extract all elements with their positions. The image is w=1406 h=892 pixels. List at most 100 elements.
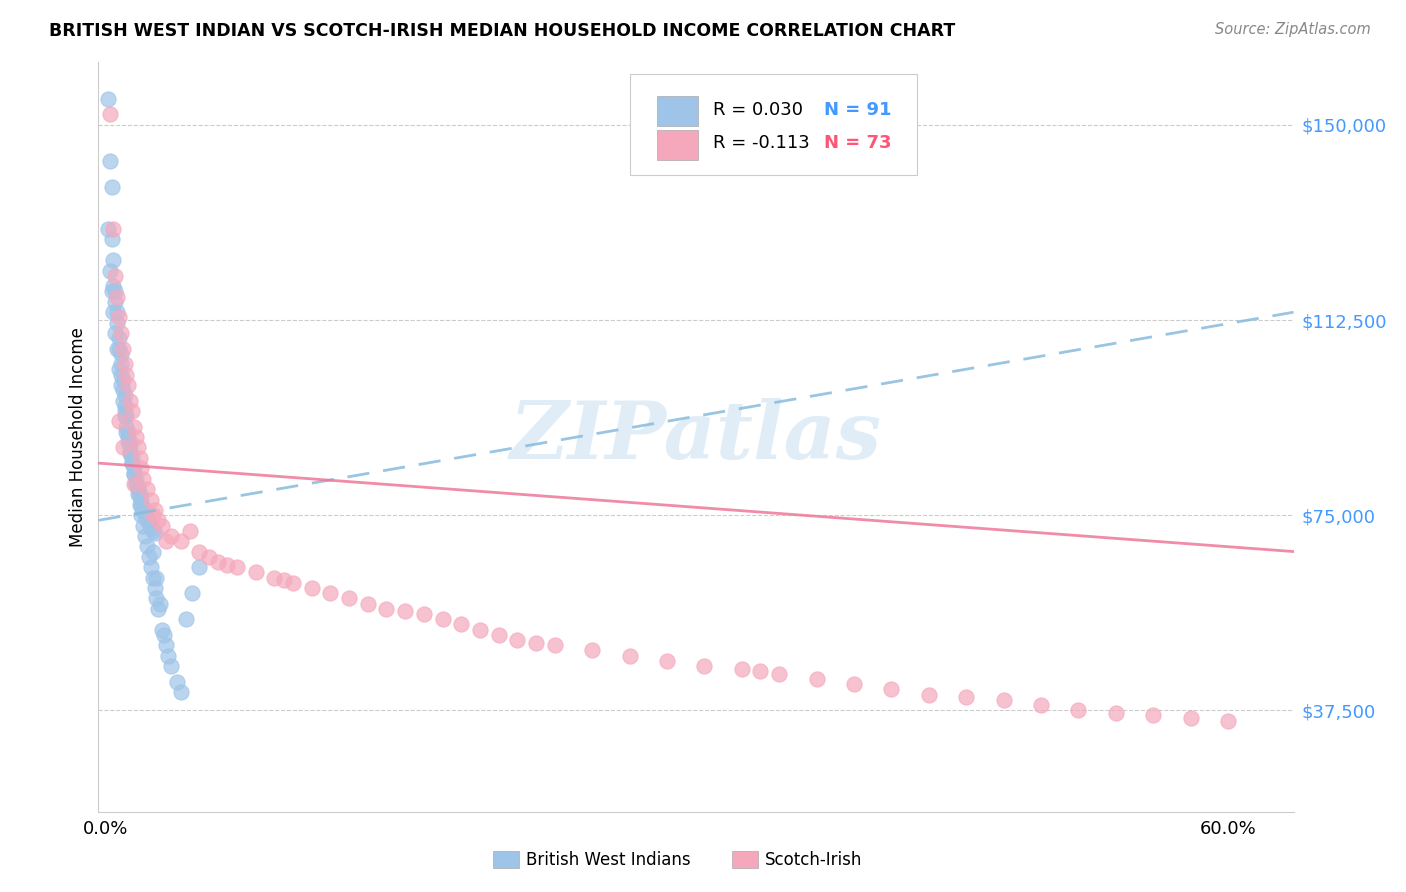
Point [114,357,136,371]
Point [225,560,247,574]
Point [468,623,491,637]
Point [122,476,145,491]
Point [394,604,416,618]
Point [136,510,159,524]
Point [110,357,132,371]
Point [155,638,177,652]
Point [103,305,125,319]
Point [108,331,131,345]
Point [357,597,380,611]
Point [301,581,323,595]
Point [97,92,120,106]
Point [136,513,159,527]
Point [105,305,128,319]
Point [842,677,865,691]
Point [132,503,155,517]
Point [103,253,125,268]
Point [110,347,132,361]
Point [131,461,153,475]
Point [100,180,122,194]
Point [139,521,162,535]
Point [150,518,173,533]
Point [114,399,136,413]
Point [139,492,162,507]
Point [207,555,229,569]
Point [121,404,143,418]
Point [114,404,136,418]
Point [114,388,136,402]
Bar [494,852,519,868]
Point [100,285,122,299]
Point [432,612,454,626]
Point [108,362,131,376]
Point [122,461,145,475]
Point [281,575,304,590]
Point [1142,708,1164,723]
Point [117,425,139,439]
Point [139,518,162,533]
Point [111,373,134,387]
Text: BRITISH WEST INDIAN VS SCOTCH-IRISH MEDIAN HOUSEHOLD INCOME CORRELATION CHART: BRITISH WEST INDIAN VS SCOTCH-IRISH MEDI… [49,22,956,40]
Point [121,450,143,465]
Point [412,607,434,621]
Point [127,479,149,493]
Point [918,688,941,702]
Point [128,498,150,512]
Point [125,472,148,486]
Point [132,500,155,515]
Point [1216,714,1239,728]
Point [142,524,165,538]
Point [127,487,149,501]
Text: ZIPatlas: ZIPatlas [510,399,882,475]
Point [108,414,131,428]
Text: R = -0.113: R = -0.113 [713,135,810,153]
Point [142,544,165,558]
Point [619,648,641,663]
Point [104,326,127,340]
Point [806,672,828,686]
Point [166,674,188,689]
Point [731,662,754,676]
Point [160,529,183,543]
Text: Source: ZipAtlas.com: Source: ZipAtlas.com [1215,22,1371,37]
Point [170,534,193,549]
Point [111,393,134,408]
Point [148,513,170,527]
Point [139,560,162,574]
Point [110,378,132,392]
Point [103,279,125,293]
Point [105,289,128,303]
Point [115,425,138,439]
Point [176,612,198,626]
Bar [733,852,758,868]
Point [98,154,121,169]
Point [955,690,977,705]
Point [1067,703,1090,717]
Point [97,222,120,236]
Point [105,316,128,330]
Point [693,659,716,673]
Text: N = 73: N = 73 [824,135,891,153]
Point [104,294,127,309]
Point [122,467,145,481]
Point [143,581,166,595]
Point [115,409,138,424]
Point [263,571,285,585]
Text: Scotch-Irish: Scotch-Irish [765,851,863,869]
Point [110,326,132,340]
Point [160,659,183,673]
Point [128,450,150,465]
Point [128,487,150,501]
Point [155,534,177,549]
Point [143,526,166,541]
Point [375,602,398,616]
Point [145,571,167,585]
Point [142,571,165,585]
Point [108,342,131,356]
Point [117,435,139,450]
Point [104,268,127,283]
Point [273,573,295,587]
Point [108,310,131,325]
Point [111,384,134,398]
Point [125,430,148,444]
